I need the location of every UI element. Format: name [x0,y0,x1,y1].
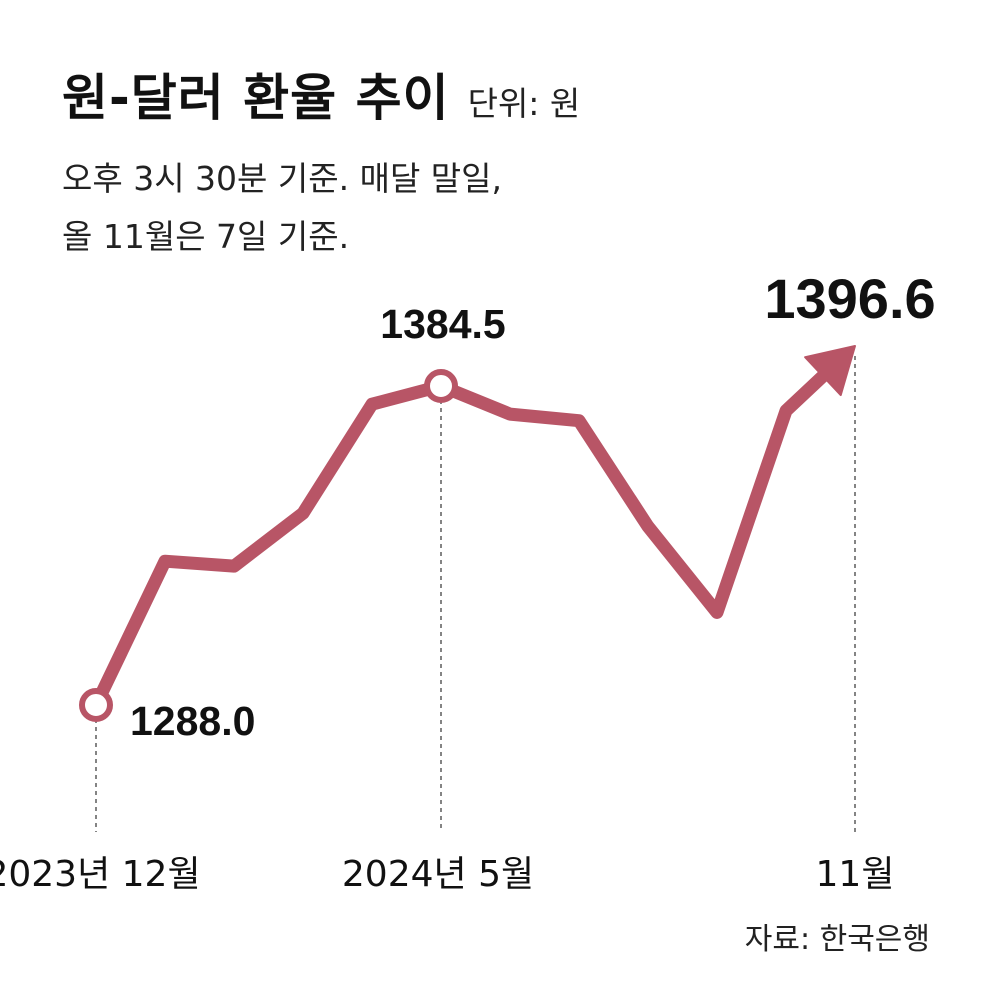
series-line [89,369,830,712]
point-marker-5 [424,368,458,403]
unit-label: 단위: 원 [467,84,581,123]
x-tick-label-11: 11월 [816,854,895,895]
point-marker-0 [79,688,113,722]
data-label-0: 1288.0 [130,698,255,744]
data-label-5: 1384.5 [380,301,505,347]
end-arrow [804,345,856,397]
title-row: 원-달러 환율 추이 단위: 원 [62,58,580,130]
data-label-11: 1396.6 [764,267,935,330]
x-tick-label-5: 2024년 5월 [342,854,534,895]
chart-title: 원-달러 환율 추이 [62,69,450,127]
subtitle-line-2: 올 11월은 7일 기준. [62,217,350,256]
chart-subtitle: 오후 3시 30분 기준. 매달 말일, 올 11월은 7일 기준. [62,150,502,266]
x-tick-label-0: 2023년 12월 [0,854,201,895]
subtitle-line-1: 오후 3시 30분 기준. 매달 말일, [62,159,503,198]
source-note: 자료: 한국은행 [744,922,930,957]
